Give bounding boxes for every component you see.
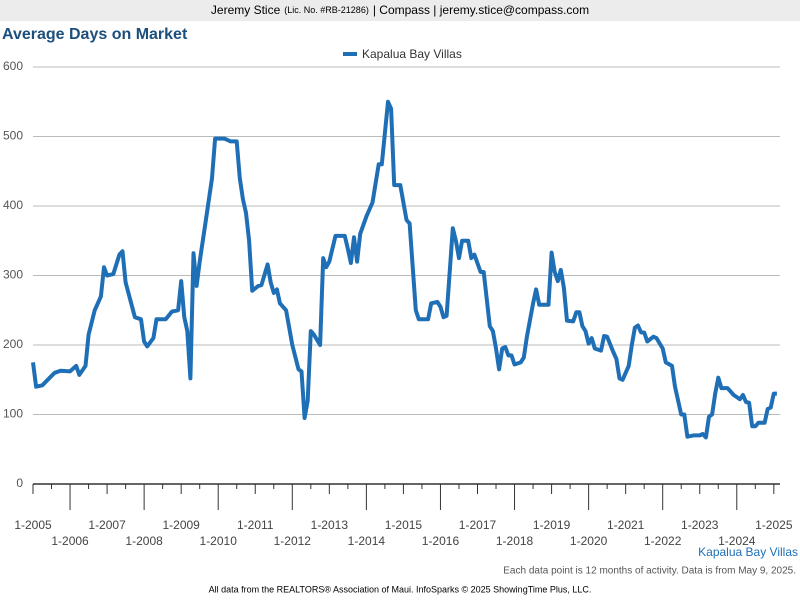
line xyxy=(31,99,777,440)
x-tick-label: 1-2024 xyxy=(718,534,756,548)
series-label: Kapalua Bay Villas xyxy=(698,545,798,559)
y-tick-label: 0 xyxy=(16,476,23,490)
header: Jeremy Stice (Lic. No. #RB-21286) | Compas… xyxy=(211,3,589,17)
x-tick-label: 1-2006 xyxy=(51,534,89,548)
x-tick-label: 1-2020 xyxy=(570,534,608,548)
header-license: (Lic. No. #RB-21286) xyxy=(284,5,369,15)
y-tick-label: 600 xyxy=(3,59,23,73)
header-name: Jeremy Stice xyxy=(211,3,281,17)
x-tick-label: 1-2021 xyxy=(607,518,645,532)
note: Each data point is 12 months of activity… xyxy=(503,566,796,577)
y-tick-label: 300 xyxy=(3,268,23,282)
header-contact: | Compass | jeremy.stice@compass.com xyxy=(373,3,589,17)
legend-label: Kapalua Bay Villas xyxy=(362,47,462,61)
x-tick-label: 1-2010 xyxy=(200,534,238,548)
y-tick-label: 400 xyxy=(3,198,23,212)
x-tick-label: 1-2013 xyxy=(311,518,349,532)
x-tick-label: 1-2005 xyxy=(14,518,52,532)
x-tick-label: 1-2015 xyxy=(385,518,423,532)
x-tick-label: 1-2007 xyxy=(88,518,126,532)
x-tick-label: 1-2008 xyxy=(125,534,163,548)
footer: All data from the REALTORS® Association … xyxy=(209,584,592,594)
chart-title: Average Days on Market xyxy=(2,26,188,43)
y-tick-label: 500 xyxy=(3,129,23,143)
y-tick-label: 100 xyxy=(3,407,23,421)
x-tick-label: 1-2022 xyxy=(644,534,682,548)
x-tick-label: 1-2018 xyxy=(496,534,534,548)
x-tick-label: 1-2012 xyxy=(274,534,312,548)
y-tick-label: 200 xyxy=(3,337,23,351)
x-tick-label: 1-2009 xyxy=(162,518,200,532)
header-band xyxy=(0,0,800,21)
x-tick-label: 1-2019 xyxy=(533,518,571,532)
x-tick-label: 1-2011 xyxy=(237,518,274,532)
x-tick-label: 1-2023 xyxy=(681,518,719,532)
x-tick-label: 1-2025 xyxy=(755,518,793,532)
x-tick-label: 1-2014 xyxy=(348,534,386,548)
x-tick-label: 1-2016 xyxy=(422,534,460,548)
x-tick-label: 1-2017 xyxy=(459,518,497,532)
